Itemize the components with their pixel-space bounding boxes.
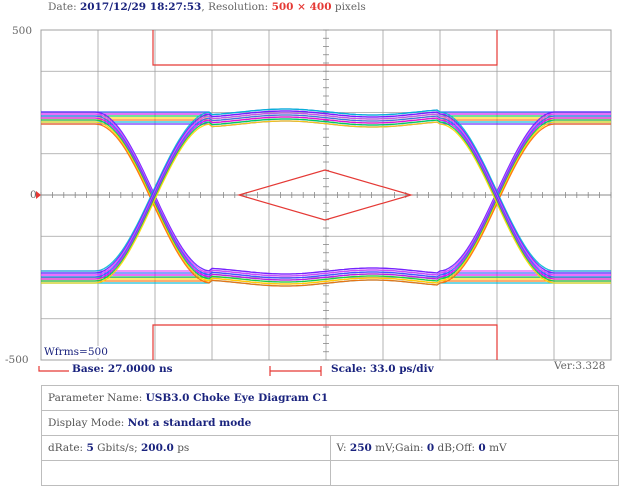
eye-trace [41,111,611,275]
voltage-value: 250 [349,442,372,454]
scale-value: 33.0 ps/div [369,363,434,375]
zero-marker-icon [36,191,41,199]
eye-trace [41,115,611,279]
eye-trace [41,123,611,287]
empty-cell [329,460,619,486]
plot-markers [36,191,322,376]
center-mask [236,169,414,221]
eye-trace [41,108,611,272]
table-row: Parameter Name: USB3.0 Choke Eye Diagram… [41,385,619,411]
parameter-name-label: Parameter Name: [48,392,146,404]
data-rate-unit: Gbits/s; [93,442,141,454]
plot-grid [40,29,612,361]
resolution-value: 500 × 400 [271,1,332,13]
date-label: Date: [48,1,80,13]
date-value: 2017/12/29 18:27:53 [80,1,202,13]
header-separator: , [201,1,209,13]
y-axis-bottom-label: -500 [5,354,29,366]
resolution-label: Resolution: [208,1,272,13]
scale-label: Scale: [331,363,370,375]
y-axis-top-label: 500 [12,25,33,37]
version-label: Ver:3.328 [554,360,606,372]
waveform-count: Wfrms=500 [44,346,108,358]
y-axis-mid-label: 0 [30,189,37,201]
voltage-cell: V: 250 mV;Gain: 0 dB;Off: 0 mV [329,435,619,461]
eye-trace [41,120,611,284]
voltage-unit: mV;Gain: [371,442,427,454]
capture-info-header: Date: 2017/12/29 18:27:53, Resolution: 5… [48,1,366,13]
bottom-mask [152,324,498,360]
offset-unit: mV [485,442,507,454]
eye-trace [41,116,611,280]
display-mode-label: Display Mode: [48,417,128,429]
data-rate-label: dRate: [48,442,87,454]
scale-readout: Scale: 33.0 ps/div [331,363,434,375]
base-label: Base: [72,363,108,375]
offset-value: 0 [478,442,486,454]
unit-interval-unit: ps [173,442,190,454]
data-rate-value: 5 [86,442,94,454]
display-mode-value: Not a standard mode [127,417,252,429]
table-row: dRate: 5 Gbits/s; 200.0 ps V: 250 mV;Gai… [41,435,619,461]
eye-diagram-plot [36,29,612,376]
eye-traces [41,108,611,287]
parameter-table: Parameter Name: USB3.0 Choke Eye Diagram… [41,385,619,486]
eye-trace [41,110,611,274]
data-rate-cell: dRate: 5 Gbits/s; 200.0 ps [41,435,331,461]
display-mode-cell: Display Mode: Not a standard mode [41,410,619,436]
unit-interval-value: 200.0 [140,442,174,454]
parameter-name-value: USB3.0 Choke Eye Diagram C1 [145,392,329,404]
eye-trace [41,114,611,278]
timebase-readout: Base: 27.0000 ns [72,363,173,375]
eye-trace [41,119,611,283]
eye-trace [41,112,611,276]
gain-unit: dB;Off: [434,442,479,454]
eye-trace [41,117,611,281]
eye-masks [152,30,498,360]
top-mask [152,30,498,66]
resolution-unit: pixels [331,1,366,13]
eye-trace [41,121,611,285]
parameter-name-cell: Parameter Name: USB3.0 Choke Eye Diagram… [41,385,619,411]
voltage-label: V: [336,442,350,454]
gain-value: 0 [426,442,435,454]
base-value: 27.0000 ns [107,363,173,375]
eye-trace [41,118,611,282]
table-row: Display Mode: Not a standard mode [41,410,619,436]
empty-cell [41,460,331,486]
base-marker-icon [38,366,69,372]
table-row [41,460,619,486]
eye-trace [41,113,611,277]
